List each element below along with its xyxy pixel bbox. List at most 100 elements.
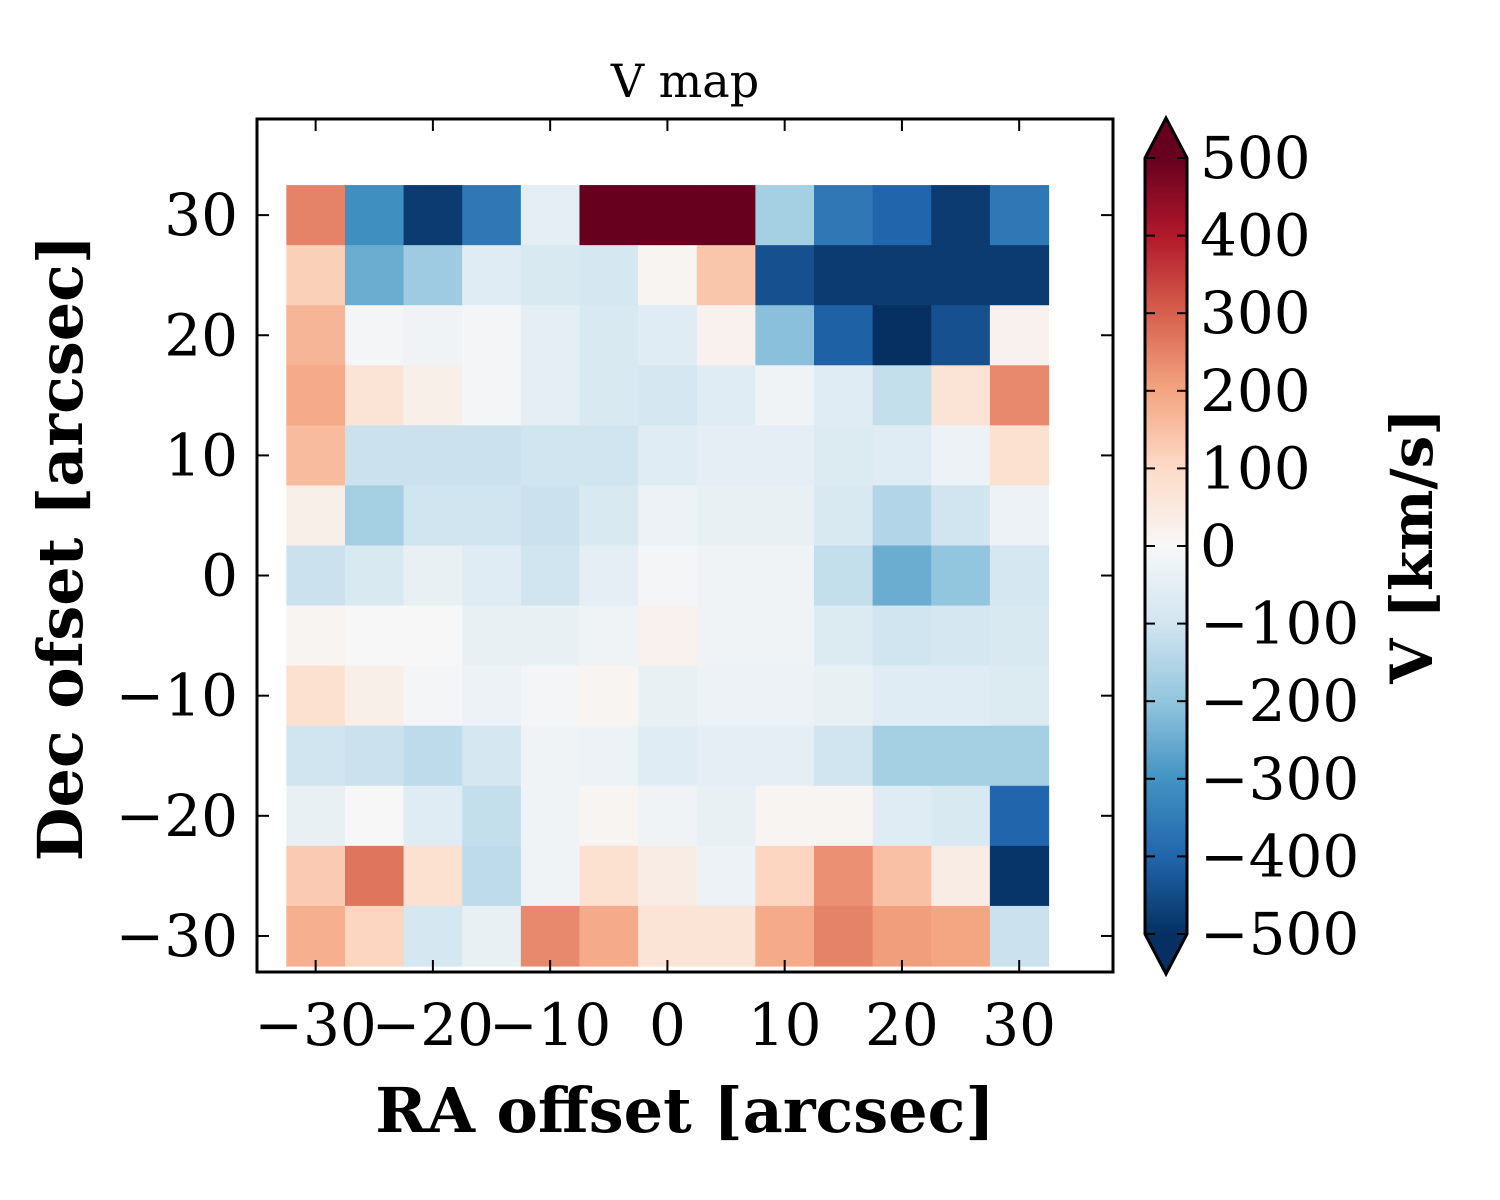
heatmap-cell <box>344 425 405 487</box>
colorbar: 500 400 300 200 100 0 −100 −200 −300 −400 −500 <box>1143 114 1359 978</box>
heatmap-cell <box>813 725 874 787</box>
heatmap-cell <box>872 245 932 306</box>
heatmap-cell <box>989 545 1050 607</box>
heatmap-cell <box>931 365 991 426</box>
heatmap-cell <box>931 185 991 246</box>
heatmap-cell <box>638 305 698 366</box>
heatmap-cell <box>286 725 346 787</box>
heatmap-cell <box>462 545 522 607</box>
y-tick-label: −30 <box>116 902 238 970</box>
colorbar-tick-label: 400 <box>1200 202 1311 270</box>
heatmap-cell <box>403 365 463 426</box>
heatmap-cell <box>872 845 932 907</box>
colorbar-tick-label: 200 <box>1200 357 1311 425</box>
heatmap-cell <box>403 305 463 366</box>
heatmap-cell <box>638 365 698 426</box>
heatmap-cell <box>286 185 346 246</box>
heatmap-cell <box>638 665 698 727</box>
heatmap-cell <box>755 845 815 907</box>
heatmap-cell <box>931 845 991 907</box>
heatmap-cell <box>931 665 991 727</box>
heatmap-cell <box>579 245 639 306</box>
heatmap-cell <box>755 605 815 667</box>
heatmap-cell <box>989 605 1050 667</box>
heatmap-cell <box>403 905 463 967</box>
colorbar-tick-label: 100 <box>1200 434 1311 502</box>
heatmap-cell <box>520 305 581 366</box>
heatmap-cell <box>344 545 405 607</box>
heatmap-cell <box>989 905 1050 967</box>
heatmap-cell <box>403 425 463 487</box>
heatmap-cell <box>520 425 581 487</box>
heatmap-cell <box>696 725 756 787</box>
heatmap-cell <box>696 485 756 547</box>
heatmap-cell <box>696 605 756 667</box>
plot-frame <box>255 117 1115 974</box>
chart-title: V map <box>610 54 759 108</box>
heatmap-cell <box>755 725 815 787</box>
x-tick-label: 20 <box>865 991 939 1059</box>
heatmap-cell <box>462 665 522 727</box>
x-tick-label: 0 <box>649 991 686 1059</box>
y-tick-label: 20 <box>164 301 238 369</box>
colorbar-tick-label: 0 <box>1200 512 1237 580</box>
heatmap-cell <box>813 605 874 667</box>
heatmap-cell <box>638 245 698 306</box>
heatmap-cell <box>638 545 698 607</box>
colorbar-tick-label: 500 <box>1200 124 1311 192</box>
heatmap-cell <box>813 305 874 366</box>
heatmap-cell <box>755 425 815 487</box>
heatmap-cell <box>872 665 932 727</box>
heatmap-cell <box>344 245 405 306</box>
heatmap-cell <box>520 185 581 246</box>
heatmap-cell <box>638 905 698 967</box>
heatmap-cell <box>462 785 522 847</box>
heatmap-cell <box>696 365 756 426</box>
heatmap-cell <box>989 305 1050 366</box>
colorbar-tick-label: −500 <box>1200 900 1359 968</box>
x-tick-label: 10 <box>748 991 822 1059</box>
heatmap-cell <box>286 845 346 907</box>
heatmap-cell <box>872 605 932 667</box>
heatmap-cell <box>520 785 581 847</box>
heatmap-cell <box>989 425 1050 487</box>
heatmap-cell <box>638 485 698 547</box>
heatmap-cell <box>989 365 1050 426</box>
heatmap-cell <box>520 665 581 727</box>
heatmap-cell <box>344 605 405 667</box>
heatmap-cell <box>813 185 874 246</box>
heatmap-cell <box>462 905 522 967</box>
heatmap-cell <box>520 245 581 306</box>
heatmap-cell <box>520 545 581 607</box>
heatmap-cell <box>989 665 1050 727</box>
heatmap-cell <box>579 725 639 787</box>
heatmap-cell <box>579 485 639 547</box>
heatmap-cell <box>989 185 1050 246</box>
heatmap-cell <box>931 485 991 547</box>
heatmap-cell <box>755 305 815 366</box>
heatmap-cell <box>462 845 522 907</box>
heatmap-cell <box>462 245 522 306</box>
heatmap-cell <box>286 905 346 967</box>
x-tick-label: −30 <box>254 991 376 1059</box>
heatmap-cell <box>813 485 874 547</box>
heatmap-cell <box>872 305 932 366</box>
heatmap-cell <box>931 605 991 667</box>
heatmap-cell <box>696 665 756 727</box>
heatmap-cell <box>462 365 522 426</box>
heatmap-cell <box>344 725 405 787</box>
colorbar-tick-label: −400 <box>1200 822 1359 890</box>
heatmap-cell <box>462 725 522 787</box>
heatmap-cell <box>813 545 874 607</box>
heatmap-cell <box>696 905 756 967</box>
heatmap-cell <box>344 845 405 907</box>
heatmap-cell <box>286 605 346 667</box>
colorbar-ticks: 500 400 300 200 100 0 −100 −200 −300 −400 −500 <box>1145 124 1359 968</box>
heatmap-cell <box>579 665 639 727</box>
heatmap-cell <box>931 425 991 487</box>
heatmap-cell <box>931 545 991 607</box>
y-tick-label: −20 <box>116 782 238 850</box>
heatmap-cell <box>931 905 991 967</box>
heatmap-cell <box>755 485 815 547</box>
heatmap-cell <box>286 485 346 547</box>
